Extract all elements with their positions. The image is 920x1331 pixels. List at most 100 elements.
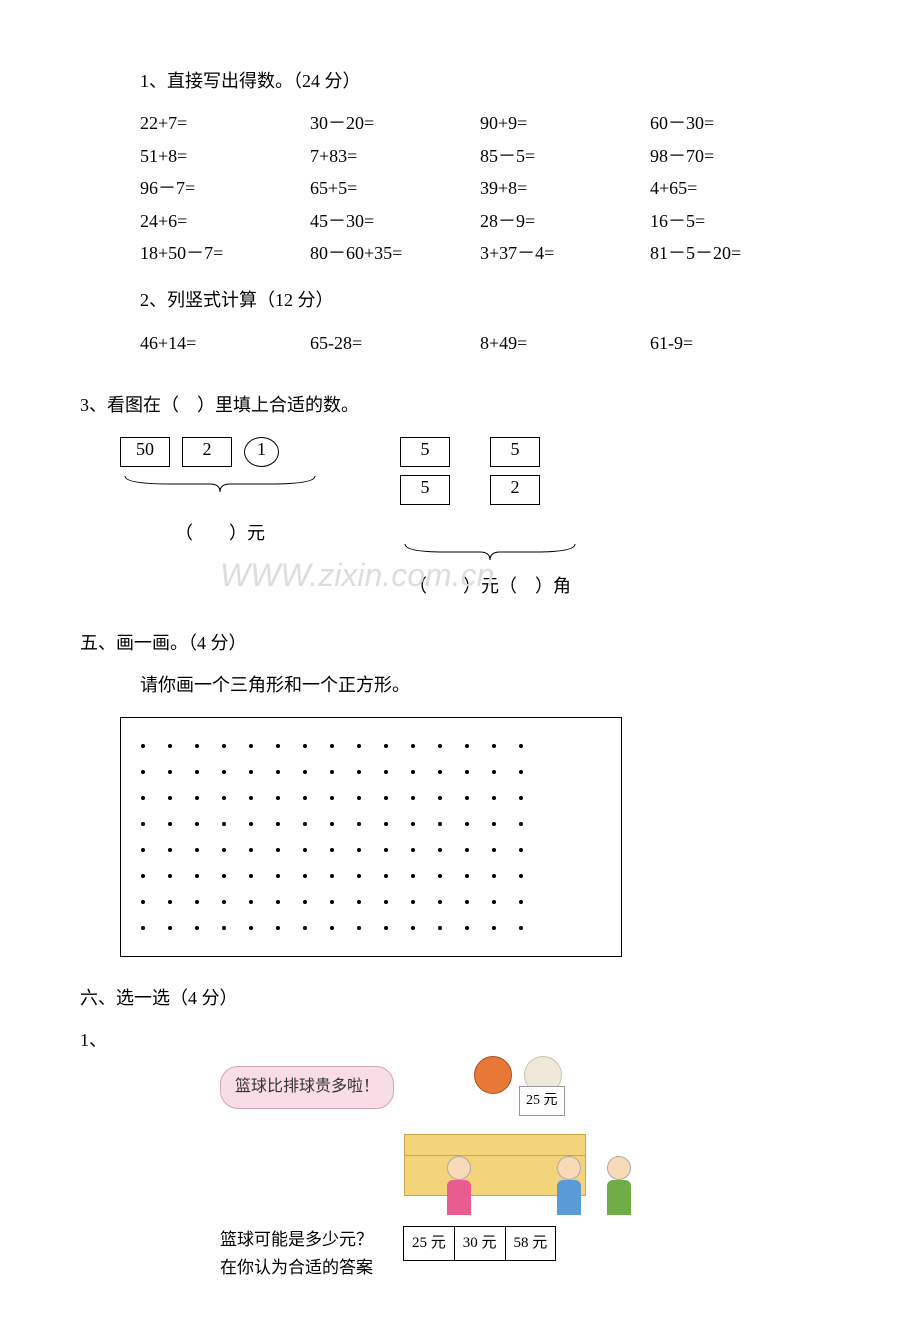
dot (411, 926, 415, 930)
dot (168, 926, 172, 930)
q2-row: 46+14= 65-28= 8+49= 61-9= (140, 327, 840, 359)
dot (168, 744, 172, 748)
dot (357, 926, 361, 930)
dot (384, 874, 388, 878)
dot (195, 926, 199, 930)
option-cell[interactable]: 58 元 (505, 1227, 556, 1261)
dot (519, 900, 523, 904)
dot-grid (120, 717, 622, 957)
equation: 98－70= (650, 140, 820, 172)
dot (519, 874, 523, 878)
basketball-icon (474, 1056, 512, 1094)
dot-row (141, 915, 601, 941)
equation: 65+5= (310, 172, 480, 204)
option-cell[interactable]: 30 元 (454, 1227, 505, 1261)
dot-row (141, 889, 601, 915)
dot (141, 770, 145, 774)
dot (141, 874, 145, 878)
dot (330, 744, 334, 748)
dot-row (141, 863, 601, 889)
equation: 4+65= (650, 172, 820, 204)
dot (276, 770, 280, 774)
person-icon (444, 1156, 474, 1216)
dot (303, 900, 307, 904)
dot (357, 822, 361, 826)
dot (330, 926, 334, 930)
value-box: 5 (400, 475, 450, 505)
dot (330, 848, 334, 852)
dot (168, 770, 172, 774)
dot-row (141, 785, 601, 811)
dot (141, 926, 145, 930)
dot (249, 744, 253, 748)
dot (276, 926, 280, 930)
dot (249, 796, 253, 800)
dot (249, 874, 253, 878)
dot (303, 822, 307, 826)
value-oval: 1 (244, 437, 279, 467)
dot (195, 874, 199, 878)
dot (519, 848, 523, 852)
dot (438, 874, 442, 878)
equation: 85－5= (480, 140, 650, 172)
dot (303, 926, 307, 930)
equation: 80－60+35= (310, 237, 480, 269)
dot (222, 900, 226, 904)
brace-icon (120, 472, 320, 492)
dot (411, 744, 415, 748)
dot-row (141, 759, 601, 785)
q1-title: 1、直接写出得数。（24 分） (140, 65, 840, 97)
dot (276, 822, 280, 826)
equation: 90+9= (480, 107, 650, 139)
option-cell[interactable]: 25 元 (404, 1227, 455, 1261)
dot (195, 822, 199, 826)
dot (222, 874, 226, 878)
dot (384, 900, 388, 904)
dot (492, 900, 496, 904)
q3-title: 3、看图在（ ）里填上合适的数。 (80, 389, 840, 421)
equation: 28－9= (480, 205, 650, 237)
dot (465, 770, 469, 774)
value-box: 5 (490, 437, 540, 467)
equation: 51+8= (140, 140, 310, 172)
dot (438, 900, 442, 904)
dot (465, 744, 469, 748)
dot (249, 848, 253, 852)
equation-row: 22+7=30－20=90+9=60－30= (140, 107, 840, 139)
dot (465, 900, 469, 904)
q2-item: 46+14= (140, 327, 310, 359)
dot (222, 744, 226, 748)
dot (276, 796, 280, 800)
q2-item: 61-9= (650, 327, 820, 359)
dot (303, 848, 307, 852)
dot (276, 874, 280, 878)
dot (357, 770, 361, 774)
equation: 7+83= (310, 140, 480, 172)
dot (438, 796, 442, 800)
dot (384, 822, 388, 826)
dot (222, 796, 226, 800)
q3-left: 50 2 1 （ ）元 (120, 437, 320, 602)
brace-icon (400, 540, 580, 560)
q2-item: 8+49= (480, 327, 650, 359)
dot (519, 744, 523, 748)
equation: 39+8= (480, 172, 650, 204)
q6-bottom: 篮球可能是多少元？ 在你认为合适的答案 25 元 30 元 58 元 (220, 1226, 840, 1280)
equation: 3+37－4= (480, 237, 650, 269)
dot (519, 796, 523, 800)
dot (519, 822, 523, 826)
equation-row: 24+6=45－30=28－9=16－5= (140, 205, 840, 237)
dot (330, 900, 334, 904)
dot (276, 848, 280, 852)
dot (384, 848, 388, 852)
equation: 45－30= (310, 205, 480, 237)
dot (168, 874, 172, 878)
question-text: 篮球可能是多少元？ 在你认为合适的答案 (220, 1226, 373, 1280)
value-box: 2 (490, 475, 540, 505)
equation-row: 96－7=65+5=39+8=4+65= (140, 172, 840, 204)
value-box: 50 (120, 437, 170, 467)
equation-row: 18+50－7=80－60+35=3+37－4=81－5－20= (140, 237, 840, 269)
dot-row (141, 733, 601, 759)
value-box: 5 (400, 437, 450, 467)
dot (330, 822, 334, 826)
